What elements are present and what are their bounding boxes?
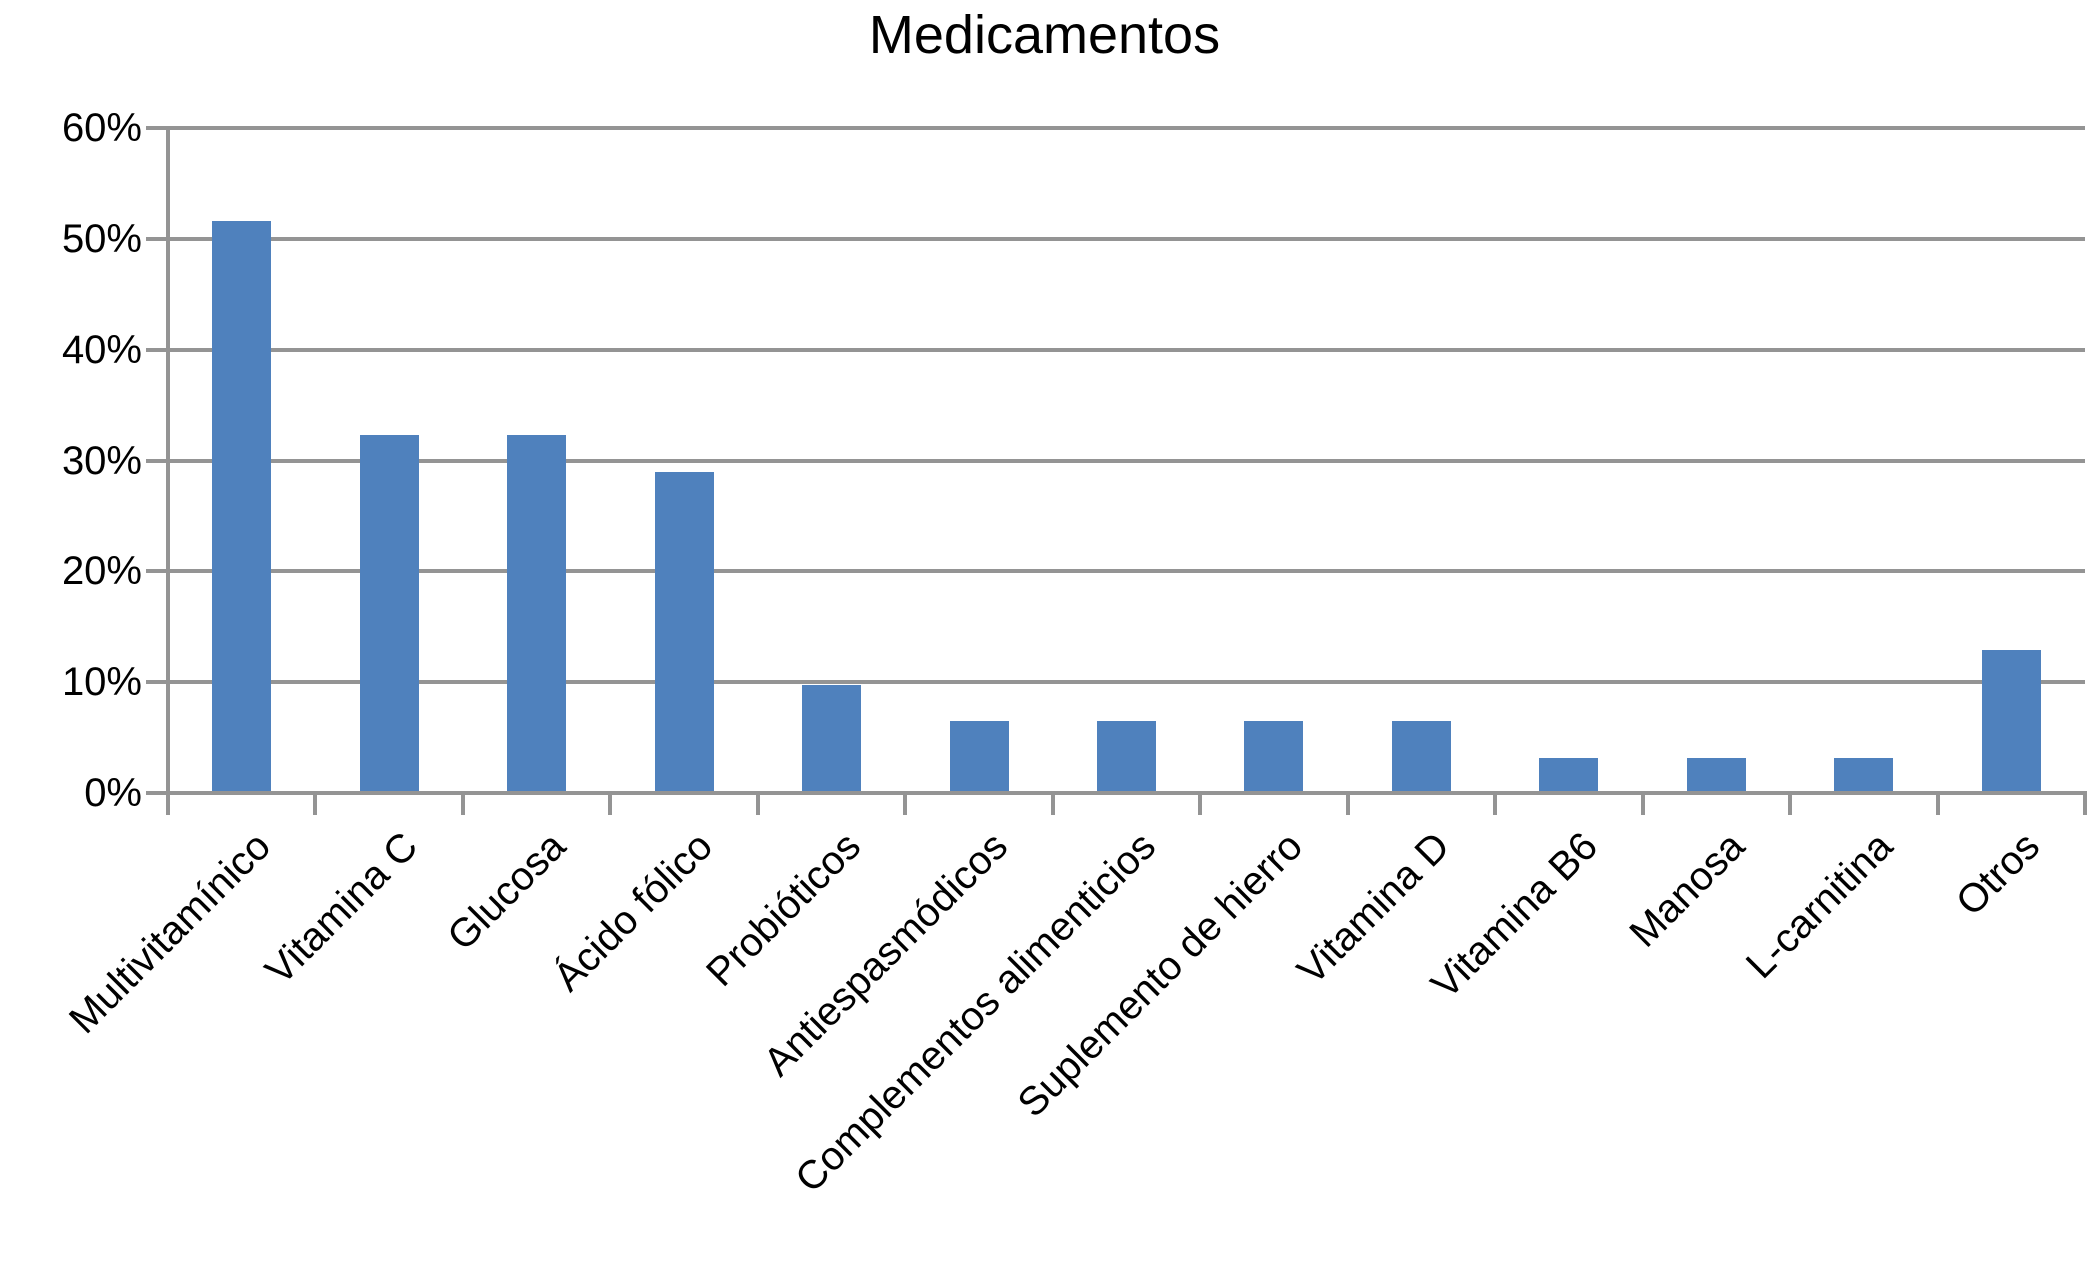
y-tick: [146, 680, 166, 685]
x-tick: [460, 795, 465, 815]
x-tick: [313, 795, 318, 815]
x-tick: [755, 795, 760, 815]
y-tick: [146, 347, 166, 352]
y-tick: [146, 458, 166, 463]
y-tick: [146, 236, 166, 241]
y-tick-label: 40%: [61, 327, 142, 372]
y-tick-label: 20%: [61, 549, 142, 594]
x-category-label: Otros: [1948, 824, 2049, 925]
x-tick: [1935, 795, 1940, 815]
bar: [654, 471, 714, 791]
y-tick-label: 50%: [61, 216, 142, 261]
bar: [507, 435, 567, 791]
x-tick: [2083, 795, 2087, 815]
bar: [1981, 650, 2041, 791]
gridline: [170, 236, 2085, 241]
gridline: [170, 680, 2085, 685]
y-tick-label: 60%: [61, 106, 142, 150]
y-tick-label: 30%: [61, 438, 142, 483]
x-tick: [1050, 795, 1055, 815]
y-tick: [146, 569, 166, 574]
bar: [1097, 720, 1156, 791]
gridline: [170, 569, 2085, 574]
x-tick: [1493, 795, 1498, 815]
x-tick: [903, 795, 908, 815]
bar: [1391, 720, 1451, 791]
x-tick: [1788, 795, 1793, 815]
gridline: [170, 458, 2085, 463]
y-tick-label: 0%: [84, 771, 142, 815]
bar: [1686, 757, 1746, 791]
x-tick: [166, 795, 170, 815]
x-axis-line: [166, 791, 2087, 795]
bar: [359, 435, 419, 791]
bar: [1244, 720, 1304, 791]
chart-title: Medicamentos: [868, 5, 1221, 65]
gridline: [170, 347, 2085, 352]
bar: [802, 685, 862, 791]
bar: [1834, 757, 1894, 791]
x-tick: [1198, 795, 1203, 815]
x-tick: [1640, 795, 1645, 815]
bar: [1539, 757, 1599, 791]
y-tick-label: 10%: [61, 660, 142, 705]
gridline: [170, 126, 2085, 130]
x-tick: [1345, 795, 1350, 815]
y-axis-line: [166, 126, 170, 795]
y-tick: [146, 126, 166, 130]
bar: [949, 720, 1009, 791]
x-tick: [608, 795, 613, 815]
bar: [212, 221, 272, 791]
y-tick: [146, 791, 166, 795]
